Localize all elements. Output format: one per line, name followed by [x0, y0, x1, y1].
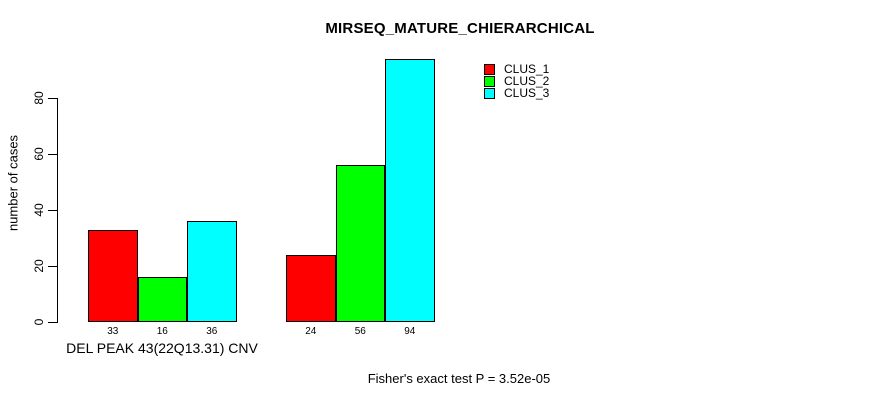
- bar-value-label: 56: [354, 326, 366, 337]
- y-axis-tick: [48, 154, 58, 155]
- bar-clus_1-group1: [88, 229, 138, 322]
- y-tick-label: 80: [32, 91, 46, 105]
- legend-swatch-clus_2: [484, 75, 495, 87]
- y-tick-label: 40: [32, 203, 46, 217]
- bar-value-label: 33: [107, 326, 119, 337]
- y-tick-label: 20: [32, 259, 46, 273]
- chart-title: MIRSEQ_MATURE_CHIERARCHICAL: [325, 20, 595, 37]
- y-axis-tick: [48, 98, 58, 99]
- y-axis-tick: [48, 266, 58, 267]
- bar-value-label: 16: [156, 326, 168, 337]
- legend-item-clus_1: CLUS_1: [484, 63, 549, 75]
- bar-clus_2-group2: [335, 165, 385, 322]
- fisher-test-note: Fisher's exact test P = 3.52e-05: [367, 371, 551, 386]
- y-tick-label: 0: [32, 318, 46, 326]
- legend-swatch-clus_3: [484, 87, 495, 99]
- bar-value-label: 94: [404, 326, 416, 337]
- bar-clus_3-group2: [385, 58, 435, 322]
- bar-clus_1-group2: [286, 254, 336, 322]
- x-axis-label: DEL PEAK 43(22Q13.31) CNV: [66, 340, 258, 356]
- legend-label: CLUS_2: [504, 74, 550, 88]
- legend: CLUS_1 CLUS_2 CLUS_3: [484, 63, 549, 99]
- y-axis-tick: [48, 210, 58, 211]
- legend-label: CLUS_3: [504, 86, 550, 100]
- y-axis-label: number of cases: [5, 134, 21, 232]
- legend-swatch-clus_1: [484, 63, 495, 75]
- y-axis-tick: [48, 322, 58, 323]
- legend-item-clus_2: CLUS_2: [484, 75, 549, 87]
- bar-value-label: 24: [305, 326, 317, 337]
- bar-clus_2-group1: [137, 277, 187, 322]
- y-tick-label: 60: [32, 147, 46, 161]
- legend-item-clus_3: CLUS_3: [484, 87, 549, 99]
- bar-value-label: 36: [206, 326, 218, 337]
- bar-clus_3-group1: [187, 221, 237, 322]
- legend-label: CLUS_1: [504, 62, 550, 76]
